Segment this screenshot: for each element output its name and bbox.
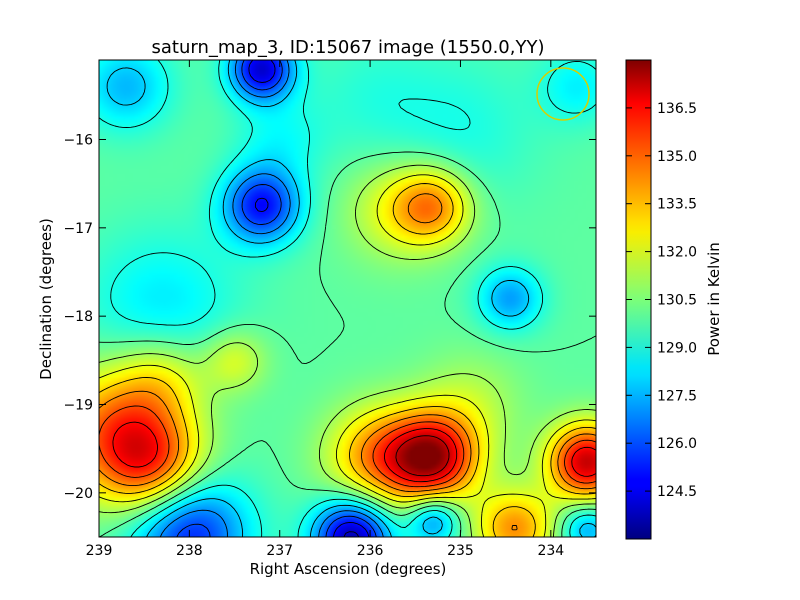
y-tick-label: −16	[63, 133, 93, 149]
contour-line	[99, 174, 596, 537]
x-axis-label: Right Ascension (degrees)	[250, 560, 447, 578]
contour-line	[176, 60, 377, 537]
heatmap-image	[99, 60, 596, 537]
contour-line	[99, 183, 596, 537]
colorbar-tick-label: 126.0	[657, 436, 697, 452]
contour-line	[99, 405, 596, 488]
colorbar-tick-label: 124.5	[657, 484, 697, 500]
colorbar-tick-label: 132.0	[657, 245, 697, 261]
colorbar: 124.5 126.0 127.5 129.0 130.5 132.0 133.5 135.0…	[625, 59, 723, 540]
contour-line	[112, 421, 596, 483]
colorbar-tick-label: 129.0	[657, 340, 697, 356]
contour-line	[395, 435, 450, 477]
colorbar-tick-label: 136.5	[657, 101, 697, 117]
x-tick-label: 238	[176, 543, 203, 559]
contour-lines	[99, 60, 596, 537]
contour-line	[343, 531, 360, 537]
y-tick-label: −19	[63, 398, 93, 414]
colorbar-tick-label: 127.5	[657, 388, 697, 404]
contour-line	[248, 60, 370, 537]
x-tick-label: 234	[537, 543, 564, 559]
colorbar-tick-label: 135.0	[657, 149, 697, 165]
y-tick-label: −20	[63, 486, 93, 502]
colorbar-tick-label: 130.5	[657, 293, 697, 309]
contour-line	[99, 164, 596, 537]
x-tick-label: 237	[266, 543, 293, 559]
contour-line	[106, 60, 596, 537]
y-tick-label: −17	[63, 221, 93, 237]
x-tick-label: 239	[86, 543, 113, 559]
plot-area	[99, 60, 596, 537]
x-tick-label: 235	[447, 543, 474, 559]
colorbar-ticks: 124.5 126.0 127.5 129.0 130.5 132.0 133.5 135.0…	[626, 101, 697, 500]
plot-frame	[98, 59, 597, 538]
y-axis-label: Declination (degrees)	[37, 218, 55, 380]
contour-line	[159, 60, 384, 537]
x-tick-label: 236	[357, 543, 384, 559]
contour-line	[99, 193, 596, 531]
chart-title: saturn_map_3, ID:15067 image (1550.0,YY)	[152, 37, 545, 58]
colorbar-tick-label: 133.5	[657, 197, 697, 213]
x-axis: 239 238 237 236 235 234	[86, 60, 564, 559]
colorbar-label: Power in Kelvin	[705, 242, 723, 356]
beam-circle	[536, 67, 590, 121]
y-axis: −16 −17 −18 −19 −20	[63, 133, 596, 502]
contour-line	[99, 151, 596, 537]
y-tick-label: −18	[63, 309, 93, 325]
